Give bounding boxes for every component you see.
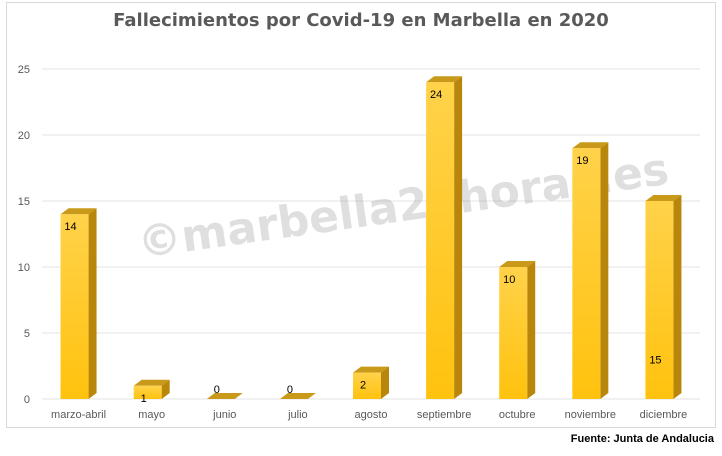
y-tick-label: 20: [18, 130, 30, 142]
bar-top: [353, 366, 389, 373]
x-tick-label: agosto: [354, 409, 387, 421]
data-label: 15: [649, 354, 661, 366]
bar: [60, 214, 89, 399]
x-tick-label: marzo-abril: [51, 409, 106, 421]
y-tick-label: 5: [24, 328, 30, 340]
x-tick-label: octubre: [499, 409, 536, 421]
y-tick-label: 10: [18, 262, 30, 274]
data-label: 19: [576, 155, 588, 167]
bar-side: [381, 366, 389, 399]
bar-side: [454, 76, 463, 399]
bar-side: [600, 142, 609, 399]
data-label: 2: [360, 380, 366, 392]
data-label: 14: [64, 221, 76, 233]
x-tick-label: noviembre: [565, 409, 616, 421]
data-label: 10: [503, 274, 515, 286]
data-label: 24: [430, 89, 442, 101]
bar-side: [88, 208, 97, 399]
x-tick-label: junio: [212, 409, 236, 421]
bar-side: [161, 379, 170, 399]
bar-top: [279, 393, 316, 399]
bar: [426, 82, 455, 399]
y-tick-label: 15: [18, 196, 30, 208]
data-label: 1: [141, 393, 147, 405]
bar: [499, 267, 528, 399]
x-tick-label: septiembre: [417, 409, 471, 421]
chart-title: Fallecimientos por Covid-19 en Marbella …: [113, 10, 609, 31]
bar: [353, 372, 381, 399]
bar-top: [499, 261, 536, 267]
bar: [645, 201, 674, 399]
y-tick-label: 25: [18, 64, 30, 76]
bar-top: [206, 393, 243, 399]
y-tick-label: 0: [24, 394, 30, 406]
x-tick-label: mayo: [138, 409, 165, 421]
bar-top: [133, 379, 170, 386]
bar-side: [527, 261, 536, 399]
bar: [133, 385, 162, 399]
data-label: 0: [214, 384, 220, 396]
bar-top: [426, 76, 463, 83]
bar-top: [645, 195, 682, 201]
bar-top: [572, 142, 609, 149]
bar: [572, 148, 601, 399]
data-label: 0: [287, 384, 293, 396]
source-note: Fuente: Junta de Andalucia: [570, 433, 714, 445]
x-tick-label: diciembre: [640, 409, 688, 421]
x-tick-label: julio: [287, 409, 308, 421]
bar-side: [673, 195, 682, 399]
bar-top: [60, 208, 97, 215]
